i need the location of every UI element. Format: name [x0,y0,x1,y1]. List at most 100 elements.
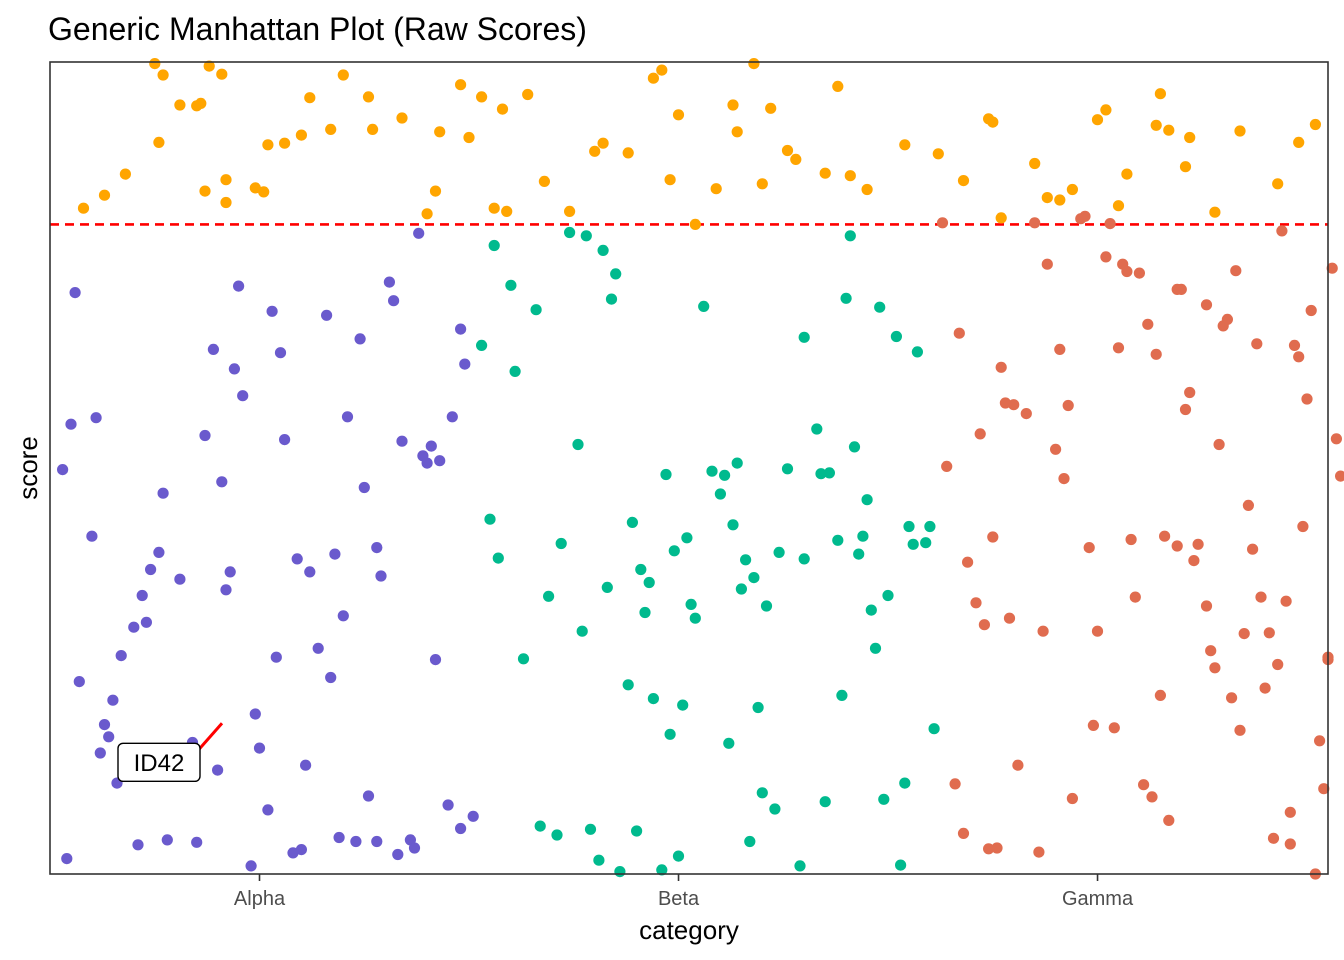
data-point-alpha [467,810,479,822]
data-point-above-threshold [672,109,685,121]
data-point-beta [832,534,844,546]
data-point-beta [853,548,865,560]
data-point-above-threshold [463,131,475,144]
data-point-alpha [388,295,400,307]
data-point-gamma [1091,625,1104,637]
data-point-alpha [153,546,165,559]
data-point-alpha [434,455,446,467]
data-point-beta [572,438,584,451]
data-point-above-threshold [1154,88,1166,100]
data-point-gamma [974,428,986,440]
data-point-beta [664,728,676,740]
data-point-gamma [1129,591,1141,603]
data-point-gamma [1200,600,1213,612]
data-point-beta [823,467,836,479]
data-point-beta [488,239,500,252]
data-point-above-threshold [262,139,274,151]
data-point-gamma [1318,783,1330,795]
data-point-gamma [1209,662,1221,674]
data-point-beta [727,519,739,531]
data-point-alpha [455,323,467,335]
data-point-beta [895,859,907,871]
data-point-above-threshold [748,58,760,70]
data-point-gamma [1041,258,1053,270]
data-point-gamma [1272,658,1284,671]
data-point-above-threshold [781,144,794,157]
data-point-alpha [86,530,98,542]
data-point-gamma [1079,210,1091,222]
data-point-above-threshold [199,185,211,197]
data-point-gamma [1238,628,1250,640]
data-point-gamma [941,460,953,472]
data-point-above-threshold [597,137,609,149]
data-point-alpha [383,276,395,288]
data-point-gamma [1037,625,1049,637]
data-point-alpha [333,831,345,844]
data-point-above-threshold [279,137,291,149]
data-point-alpha [228,363,240,375]
data-point-alpha [425,440,437,452]
data-point-gamma [936,217,949,229]
annotation-label: ID42 [134,750,185,777]
data-point-above-threshold [664,174,676,186]
data-point-above-threshold [216,68,228,80]
data-point-alpha [295,844,307,856]
data-point-above-threshold [861,183,873,196]
data-point-alpha [270,651,282,663]
data-point-above-threshold [987,116,999,128]
x-axis: Alpha Beta Gamma [234,874,1134,910]
data-point-above-threshold [790,153,802,165]
data-point-gamma [1029,217,1041,229]
x-tick-label-beta: Beta [658,888,700,910]
data-point-alpha [61,853,73,865]
data-point-above-threshold [157,69,169,81]
data-point-alpha [191,836,203,848]
data-point-beta [626,516,639,529]
data-point-above-threshold [1184,131,1196,144]
data-point-alpha [362,790,375,802]
data-point-alpha [107,694,119,706]
data-point-above-threshold [249,182,261,194]
data-point-gamma [1054,343,1066,355]
data-point-gamma [1184,386,1196,399]
data-point-above-threshold [98,189,111,201]
data-point-above-threshold [295,129,307,141]
data-point-above-threshold [1234,125,1246,137]
data-point-beta [643,576,655,589]
data-point-above-threshold [455,79,467,91]
data-point-gamma [1255,591,1267,603]
data-point-above-threshold [1091,114,1104,126]
data-point-alpha [375,570,387,582]
data-point-above-threshold [476,91,488,103]
point-annotation: ID42 [117,722,224,782]
data-point-alpha [207,343,219,355]
data-point-alpha [455,822,467,835]
data-point-above-threshold [1029,157,1041,170]
data-point-above-threshold [258,186,270,198]
data-point-above-threshold [1041,192,1053,204]
data-point-above-threshold [337,69,349,81]
data-point-gamma [1188,555,1200,567]
data-point-alpha [291,553,303,565]
data-point-gamma [1242,499,1254,511]
data-point-above-threshold [434,126,446,138]
data-point-beta [698,300,710,312]
data-point-gamma [1175,283,1187,295]
data-point-beta [614,866,626,878]
data-point-gamma [1288,339,1301,351]
data-point-gamma [1012,759,1024,771]
data-point-beta [752,701,764,714]
data-point-beta [928,723,940,735]
data-point-beta [769,803,781,815]
data-point-gamma [949,778,961,790]
data-point-gamma [1293,351,1305,363]
data-point-alpha [249,708,261,720]
data-point-alpha [421,457,433,469]
data-point-gamma [1142,318,1154,330]
data-point-gamma [1284,806,1296,818]
data-point-gamma [1205,645,1217,657]
data-point-gamma [978,619,991,631]
data-point-gamma [1100,251,1112,263]
data-point-alpha [392,848,404,861]
